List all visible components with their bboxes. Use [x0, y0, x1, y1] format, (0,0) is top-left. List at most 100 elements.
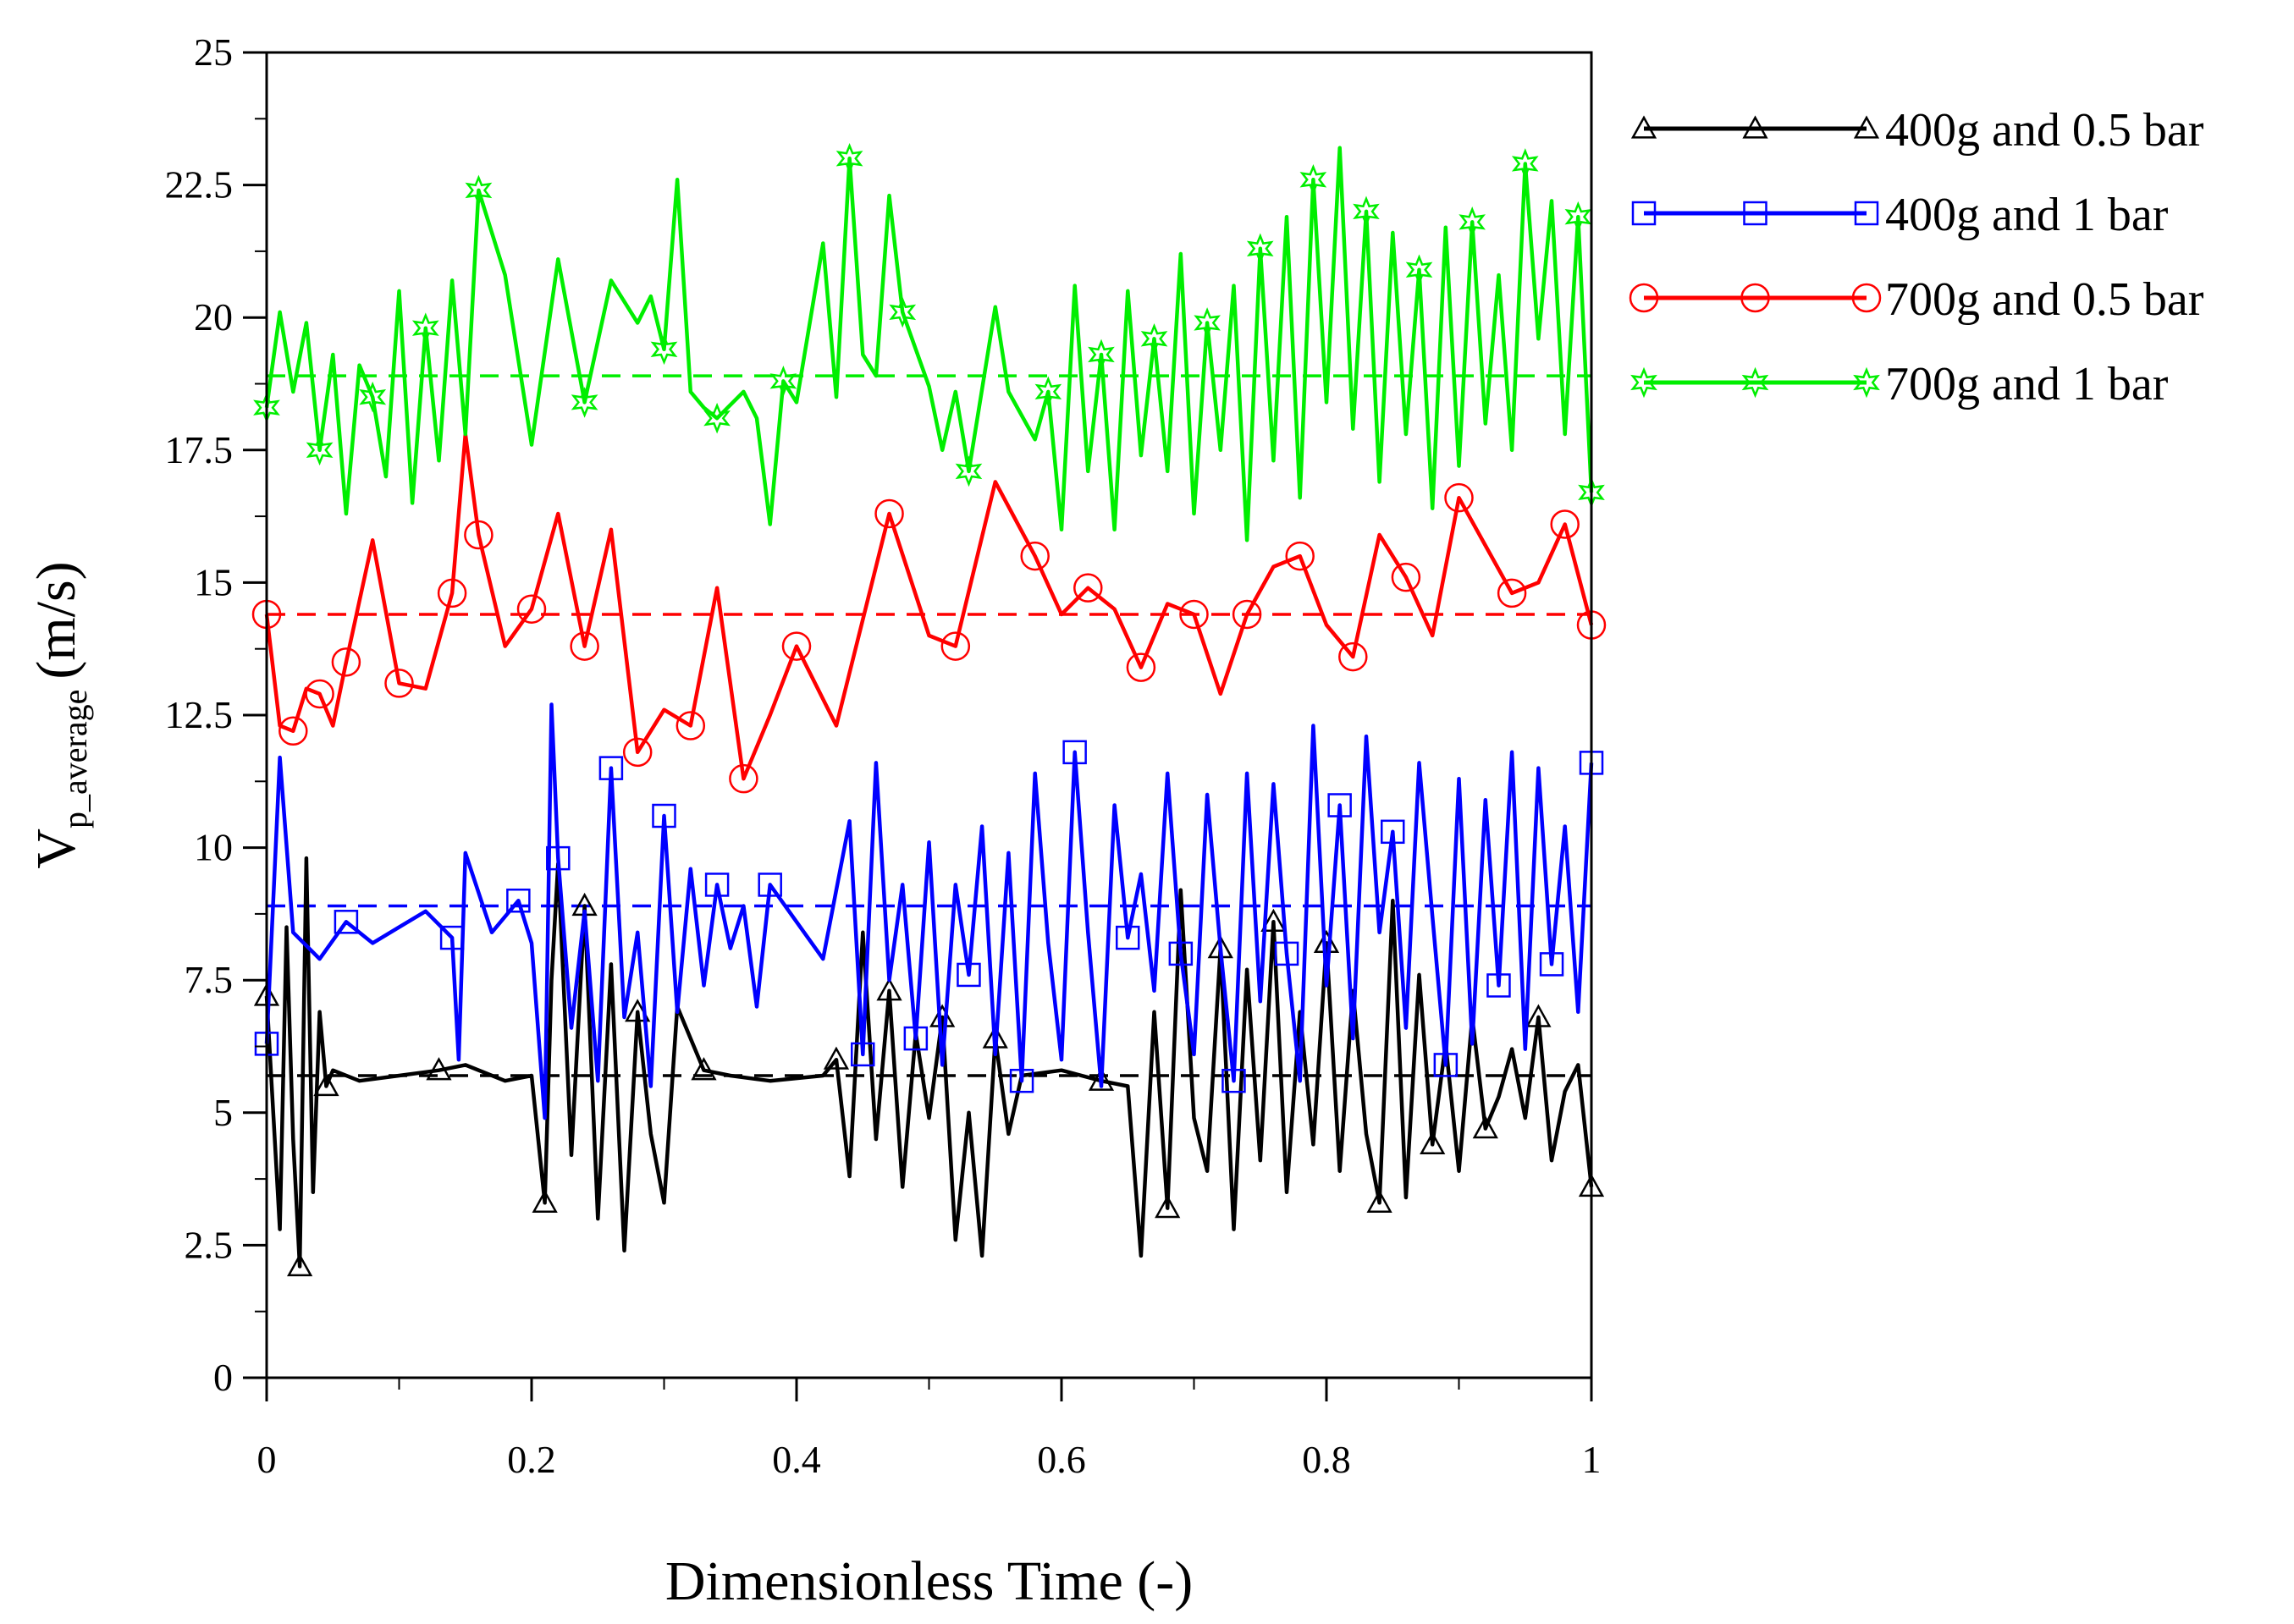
y-tick-label: 10	[194, 826, 233, 869]
y-tick-label: 17.5	[165, 428, 234, 471]
data-point	[1497, 578, 1527, 608]
data-point	[729, 763, 758, 794]
data-point	[334, 910, 359, 934]
data-point	[1459, 206, 1486, 238]
data-point	[1062, 740, 1087, 765]
series-0	[253, 856, 1605, 1277]
data-point	[331, 647, 361, 677]
data-point	[411, 312, 439, 344]
data-point	[957, 962, 981, 988]
x-tick-label: 0.6	[1037, 1438, 1086, 1481]
legend-item: 400g and 0.5 bar	[1630, 104, 2204, 157]
data-point	[1221, 1068, 1246, 1093]
data-point	[1405, 254, 1433, 286]
series-line-1	[264, 702, 1594, 1120]
y-tick-label: 20	[194, 295, 233, 339]
data-point	[278, 716, 308, 746]
data-point	[384, 669, 414, 698]
data-point	[437, 578, 467, 608]
data-point	[1338, 641, 1368, 672]
data-point	[1155, 1194, 1181, 1219]
y-tick-label: 22.5	[165, 163, 234, 206]
y-axis-title-unit: (m/s)	[25, 561, 87, 679]
data-point	[1486, 973, 1511, 998]
data-point	[570, 631, 599, 661]
x-tick-label: 0.4	[772, 1438, 821, 1481]
data-point	[598, 756, 624, 780]
legend-label-700g-1bar: 700g and 1 bar	[1885, 358, 2169, 410]
legend-marker	[1853, 115, 1880, 139]
legend-label-400g-1bar: 400g and 1 bar	[1885, 189, 2169, 241]
legend-marker	[1629, 283, 1659, 313]
data-point	[823, 1046, 850, 1070]
y-tick-label: 2.5	[185, 1223, 234, 1266]
data-point	[359, 381, 387, 413]
y-tick-label: 25	[194, 30, 233, 74]
x-axis-title: Dimensionless Time (-)	[665, 1550, 1193, 1612]
data-point	[1511, 148, 1539, 179]
data-point	[676, 711, 706, 740]
data-point	[465, 174, 493, 206]
x-axis: 0 0.2 0.4 0.6 0.8 1	[257, 1378, 1602, 1481]
data-point	[903, 1026, 929, 1051]
legend-marker	[1630, 366, 1657, 399]
data-point	[305, 679, 334, 709]
y-tick-label: 15	[194, 560, 233, 603]
data-point	[1260, 908, 1287, 932]
series-layer	[251, 142, 1607, 1277]
series-2	[251, 432, 1607, 794]
data-point	[1116, 925, 1140, 950]
legend-marker	[1630, 115, 1657, 139]
legend-item: 700g and 0.5 bar	[1629, 273, 2204, 326]
data-point	[758, 873, 782, 897]
data-point	[703, 402, 731, 434]
data-point	[876, 977, 902, 1001]
y-tick-label: 5	[213, 1091, 233, 1134]
legend-item: 700g and 1 bar	[1630, 358, 2169, 410]
data-point	[1353, 195, 1380, 228]
data-point	[874, 498, 904, 529]
data-point	[546, 845, 571, 871]
mean-lines	[267, 374, 1591, 1077]
legend: 400g and 0.5 bar 400g and 1 bar 700g and…	[1629, 104, 2204, 410]
data-point	[1420, 1131, 1446, 1155]
y-axis-title: Vp_average (m/s)	[25, 561, 94, 868]
data-point	[306, 434, 334, 466]
legend-marker	[1631, 201, 1657, 226]
data-point	[287, 1252, 313, 1277]
series-line-2	[264, 432, 1594, 781]
data-point	[439, 925, 465, 950]
data-point	[464, 520, 494, 550]
data-point	[506, 888, 531, 913]
data-point	[1274, 941, 1299, 966]
data-point	[1550, 509, 1580, 539]
legend-marker	[1742, 115, 1768, 139]
legend-marker	[1851, 283, 1882, 313]
data-point	[691, 1057, 717, 1081]
data-point	[1088, 339, 1115, 371]
x-tick-label: 1	[1582, 1438, 1602, 1481]
y-axis-title-sub: p_average	[56, 690, 94, 829]
data-point	[889, 296, 917, 328]
legend-marker	[1854, 201, 1879, 226]
data-point	[955, 455, 983, 487]
data-point	[1285, 541, 1315, 571]
legend-label-400g-0.5bar: 400g and 0.5 bar	[1885, 104, 2204, 157]
legend-marker	[1741, 366, 1769, 399]
data-point	[1472, 1115, 1498, 1139]
data-point	[1034, 376, 1062, 408]
data-point	[1020, 541, 1050, 571]
data-point	[1088, 1067, 1115, 1091]
x-tick-label: 0.2	[507, 1438, 556, 1481]
data-point	[571, 387, 598, 418]
y-tick-label: 12.5	[165, 693, 234, 736]
legend-marker	[1743, 201, 1767, 226]
data-point	[652, 803, 676, 829]
data-point	[1168, 941, 1194, 966]
data-point	[781, 631, 812, 661]
data-point	[704, 873, 730, 897]
data-point	[516, 594, 547, 624]
data-point	[1126, 652, 1156, 682]
data-point	[426, 1057, 452, 1081]
y-axis: 0 2.5 5 7.5 10 12.5 15 17.5 20 22.5 25	[165, 30, 267, 1399]
